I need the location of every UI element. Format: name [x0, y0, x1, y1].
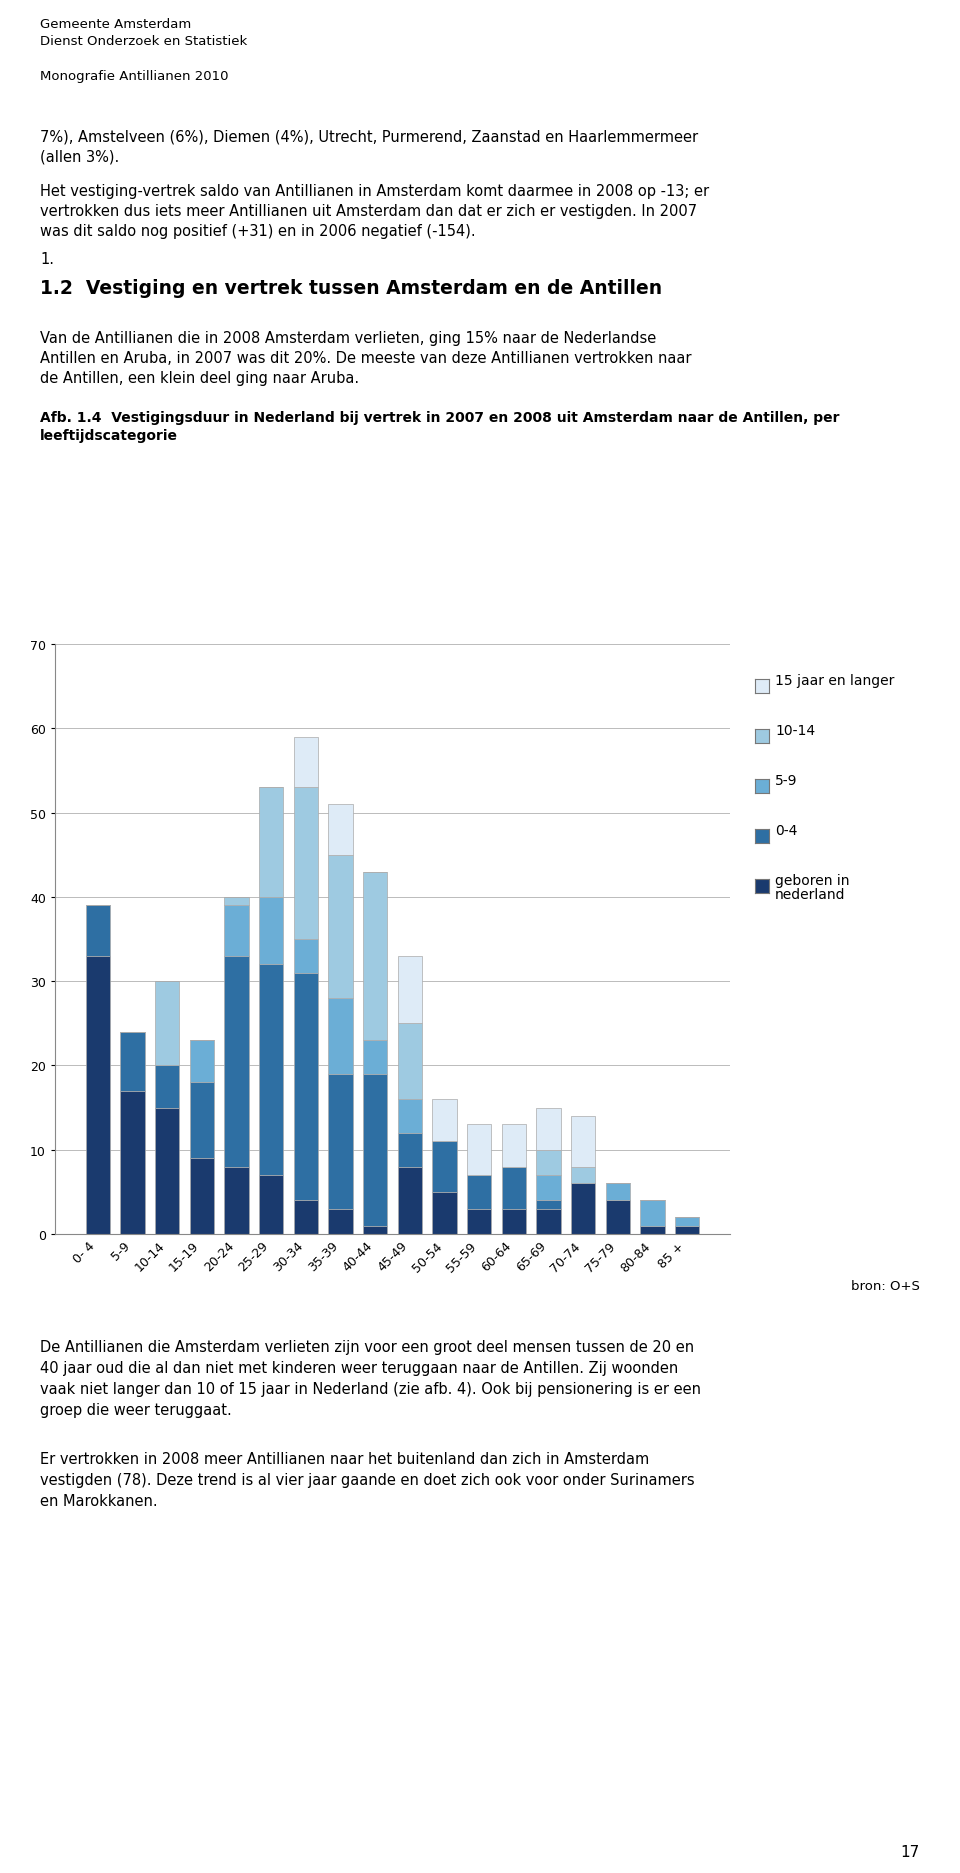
Bar	[225, 957, 249, 1167]
Bar	[502, 1210, 526, 1234]
Bar	[120, 1092, 145, 1234]
Text: vaak niet langer dan 10 of 15 jaar in Nederland (zie afb. 4). Ook bij pensioneri: vaak niet langer dan 10 of 15 jaar in Ne…	[40, 1380, 701, 1395]
Bar	[363, 1041, 387, 1075]
Bar	[155, 981, 180, 1066]
Bar	[259, 965, 283, 1176]
Bar	[432, 1193, 457, 1234]
Bar	[467, 1176, 492, 1210]
Bar	[190, 1159, 214, 1234]
Bar	[640, 1227, 664, 1234]
Bar	[85, 957, 110, 1234]
Text: Antillen en Aruba, in 2007 was dit 20%. De meeste van deze Antillianen vertrokke: Antillen en Aruba, in 2007 was dit 20%. …	[40, 350, 691, 365]
Bar	[537, 1109, 561, 1150]
Text: Het vestiging-vertrek saldo van Antillianen in Amsterdam komt daarmee in 2008 op: Het vestiging-vertrek saldo van Antillia…	[40, 184, 709, 199]
Text: vertrokken dus iets meer Antillianen uit Amsterdam dan dat er zich er vestigden.: vertrokken dus iets meer Antillianen uit…	[40, 204, 697, 219]
Bar	[397, 957, 422, 1025]
Bar	[502, 1167, 526, 1210]
Text: de Antillen, een klein deel ging naar Aruba.: de Antillen, een klein deel ging naar Ar…	[40, 371, 359, 386]
Bar	[328, 1210, 352, 1234]
Text: groep die weer teruggaat.: groep die weer teruggaat.	[40, 1403, 231, 1418]
Text: Dienst Onderzoek en Statistiek: Dienst Onderzoek en Statistiek	[40, 36, 248, 49]
Bar	[294, 940, 318, 974]
Text: 17: 17	[900, 1845, 920, 1860]
Bar	[259, 1176, 283, 1234]
Text: Er vertrokken in 2008 meer Antillianen naar het buitenland dan zich in Amsterdam: Er vertrokken in 2008 meer Antillianen n…	[40, 1452, 649, 1467]
Text: 0-4: 0-4	[775, 824, 798, 837]
Text: Afb. 1.4  Vestigingsduur in Nederland bij vertrek in 2007 en 2008 uit Amsterdam : Afb. 1.4 Vestigingsduur in Nederland bij…	[40, 410, 839, 425]
Bar	[640, 1201, 664, 1227]
Bar	[328, 1075, 352, 1210]
Bar	[675, 1217, 699, 1227]
Bar	[85, 907, 110, 957]
Bar	[571, 1116, 595, 1167]
Bar	[328, 998, 352, 1075]
Bar	[155, 1066, 180, 1109]
Bar	[502, 1126, 526, 1167]
Bar	[537, 1210, 561, 1234]
Text: geboren in: geboren in	[775, 875, 850, 888]
Bar	[571, 1167, 595, 1184]
Bar	[363, 873, 387, 1041]
Bar	[537, 1176, 561, 1201]
Text: leeftijdscategorie: leeftijdscategorie	[40, 429, 178, 442]
Bar	[606, 1184, 630, 1201]
Text: 1.: 1.	[40, 251, 54, 266]
Text: 10-14: 10-14	[775, 725, 815, 738]
Bar	[190, 1083, 214, 1159]
Text: 40 jaar oud die al dan niet met kinderen weer teruggaan naar de Antillen. Zij wo: 40 jaar oud die al dan niet met kinderen…	[40, 1360, 679, 1375]
Text: Monografie Antillianen 2010: Monografie Antillianen 2010	[40, 69, 228, 82]
Bar	[363, 1075, 387, 1227]
Bar	[190, 1041, 214, 1083]
Text: bron: O+S: bron: O+S	[852, 1279, 920, 1292]
Text: 5-9: 5-9	[775, 774, 798, 789]
Text: 15 jaar en langer: 15 jaar en langer	[775, 674, 895, 687]
Bar	[259, 897, 283, 965]
Bar	[397, 1167, 422, 1234]
Text: vestigden (78). Deze trend is al vier jaar gaande en doet zich ook voor onder Su: vestigden (78). Deze trend is al vier ja…	[40, 1472, 695, 1487]
Bar	[225, 1167, 249, 1234]
Text: nederland: nederland	[775, 888, 846, 903]
Bar	[294, 789, 318, 940]
Bar	[363, 1227, 387, 1234]
Text: en Marokkanen.: en Marokkanen.	[40, 1493, 157, 1508]
Bar	[120, 1032, 145, 1092]
Text: 1.2  Vestiging en vertrek tussen Amsterdam en de Antillen: 1.2 Vestiging en vertrek tussen Amsterda…	[40, 279, 662, 298]
Bar	[397, 1025, 422, 1099]
Bar	[294, 738, 318, 789]
Text: Van de Antillianen die in 2008 Amsterdam verlieten, ging 15% naar de Nederlandse: Van de Antillianen die in 2008 Amsterdam…	[40, 332, 657, 347]
Bar	[225, 907, 249, 957]
Bar	[467, 1126, 492, 1176]
Bar	[537, 1150, 561, 1176]
Text: was dit saldo nog positief (+31) en in 2006 negatief (-154).: was dit saldo nog positief (+31) en in 2…	[40, 225, 475, 240]
Bar	[606, 1201, 630, 1234]
Bar	[675, 1227, 699, 1234]
Bar	[397, 1133, 422, 1167]
Text: (allen 3%).: (allen 3%).	[40, 150, 119, 165]
Bar	[432, 1143, 457, 1193]
Bar	[294, 974, 318, 1201]
Bar	[225, 897, 249, 907]
Bar	[328, 856, 352, 998]
Bar	[537, 1201, 561, 1210]
Bar	[397, 1099, 422, 1133]
Bar	[432, 1099, 457, 1143]
Text: Gemeente Amsterdam: Gemeente Amsterdam	[40, 19, 191, 32]
Bar	[467, 1210, 492, 1234]
Text: 7%), Amstelveen (6%), Diemen (4%), Utrecht, Purmerend, Zaanstad en Haarlemmermee: 7%), Amstelveen (6%), Diemen (4%), Utrec…	[40, 129, 698, 144]
Bar	[259, 789, 283, 897]
Bar	[294, 1201, 318, 1234]
Bar	[328, 805, 352, 856]
Bar	[571, 1184, 595, 1234]
Text: De Antillianen die Amsterdam verlieten zijn voor een groot deel mensen tussen de: De Antillianen die Amsterdam verlieten z…	[40, 1339, 694, 1354]
Bar	[155, 1109, 180, 1234]
